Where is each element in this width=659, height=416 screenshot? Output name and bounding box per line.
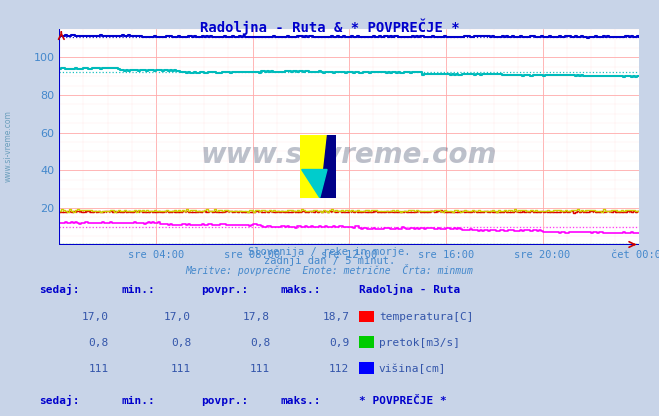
Text: 0,8: 0,8 <box>88 338 109 348</box>
Text: maks.:: maks.: <box>280 396 320 406</box>
Text: maks.:: maks.: <box>280 285 320 295</box>
Text: Radoljna - Ruta: Radoljna - Ruta <box>359 284 461 295</box>
Text: Slovenija / reke in morje.: Slovenija / reke in morje. <box>248 247 411 257</box>
Text: 17,8: 17,8 <box>243 312 270 322</box>
Polygon shape <box>302 170 327 198</box>
Text: 0,8: 0,8 <box>250 338 270 348</box>
Text: 112: 112 <box>329 364 349 374</box>
Text: 17,0: 17,0 <box>164 312 191 322</box>
Polygon shape <box>320 135 336 198</box>
Text: Meritve: povprečne  Enote: metrične  Črta: minmum: Meritve: povprečne Enote: metrične Črta:… <box>186 264 473 276</box>
Text: 0,8: 0,8 <box>171 338 191 348</box>
Text: 17,0: 17,0 <box>82 312 109 322</box>
Text: www.si-vreme.com: www.si-vreme.com <box>3 110 13 181</box>
Text: 111: 111 <box>88 364 109 374</box>
Text: pretok[m3/s]: pretok[m3/s] <box>379 338 460 348</box>
Text: temperatura[C]: temperatura[C] <box>379 312 473 322</box>
Text: zadnji dan / 5 minut.: zadnji dan / 5 minut. <box>264 256 395 266</box>
Text: min.:: min.: <box>122 396 156 406</box>
Text: www.si-vreme.com: www.si-vreme.com <box>201 141 498 168</box>
Text: 0,9: 0,9 <box>329 338 349 348</box>
Polygon shape <box>300 135 327 198</box>
Text: 111: 111 <box>250 364 270 374</box>
Text: povpr.:: povpr.: <box>201 396 248 406</box>
Text: min.:: min.: <box>122 285 156 295</box>
Text: povpr.:: povpr.: <box>201 285 248 295</box>
Text: * POVPREČJE *: * POVPREČJE * <box>359 396 447 406</box>
Text: sedaj:: sedaj: <box>40 284 80 295</box>
Text: 111: 111 <box>171 364 191 374</box>
Text: sedaj:: sedaj: <box>40 395 80 406</box>
Text: višina[cm]: višina[cm] <box>379 363 446 374</box>
Text: 18,7: 18,7 <box>322 312 349 322</box>
Text: Radoljna - Ruta & * POVPREČJE *: Radoljna - Ruta & * POVPREČJE * <box>200 19 459 35</box>
